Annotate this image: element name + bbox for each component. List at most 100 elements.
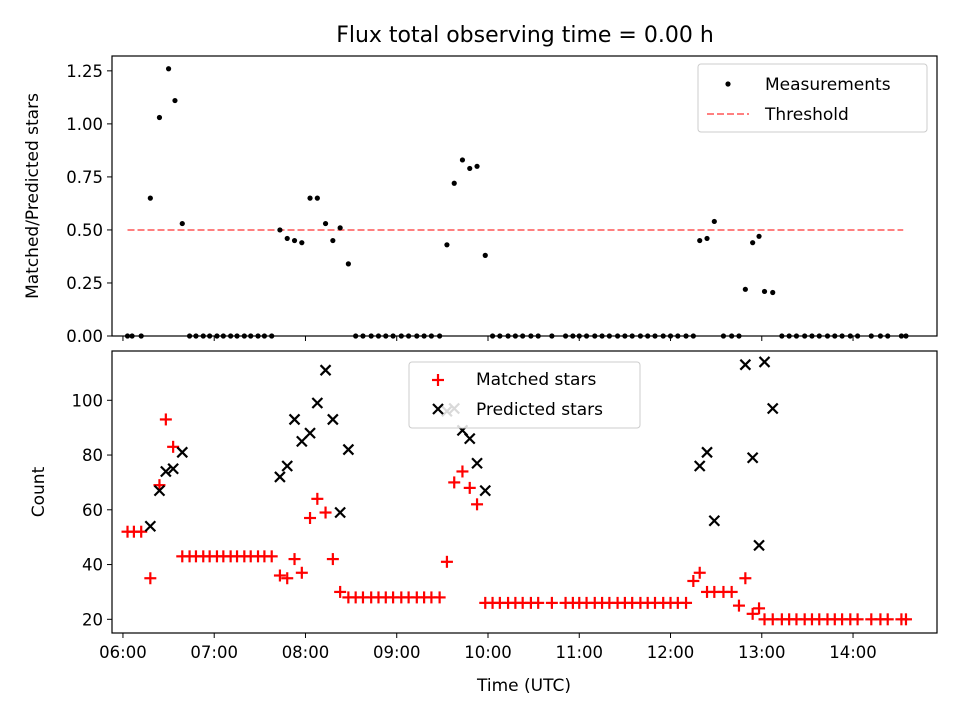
measurement-point xyxy=(284,235,290,242)
bottom-x-tick-label: 08:00 xyxy=(282,643,330,662)
matched-star-point xyxy=(295,566,308,579)
matched-star-point xyxy=(851,613,864,626)
figure-title: Flux total observing time = 0.00 h xyxy=(336,23,714,48)
measurement-point xyxy=(756,233,762,239)
top-y-tick-label: 1.00 xyxy=(66,115,103,134)
matched-star-point xyxy=(753,602,766,615)
matched-star-point xyxy=(746,607,759,620)
top-legend: Measurements Threshold xyxy=(697,63,928,133)
top-x-tick-marks xyxy=(122,336,854,341)
bottom-legend: Matched stars Predicted stars xyxy=(408,361,641,429)
measurement-point xyxy=(165,66,172,72)
predicted-star-point xyxy=(160,465,172,478)
measurement-point xyxy=(459,157,466,163)
bottom-y-axis-label: Count xyxy=(29,466,49,517)
measurement-point xyxy=(314,195,320,201)
legend-threshold-label: Threshold xyxy=(764,105,849,125)
matched-star-point xyxy=(680,596,693,609)
predicted-star-point xyxy=(144,520,157,533)
predicted-star-point xyxy=(167,462,179,475)
predicted-star-point xyxy=(334,506,346,519)
legend-matched-label: Matched stars xyxy=(476,370,596,390)
bottom-x-tick-label: 12:00 xyxy=(647,643,695,662)
matched-star-point xyxy=(273,569,286,582)
top-plot-frame xyxy=(111,55,938,337)
predicted-star-point xyxy=(753,539,765,552)
predicted-star-point xyxy=(758,356,771,368)
matched-star-point xyxy=(532,596,545,609)
measurement-point xyxy=(467,165,473,172)
top-y-tick-label: 0.25 xyxy=(66,274,103,293)
measurement-point xyxy=(330,237,336,244)
measurement-point xyxy=(291,237,298,244)
measurement-point xyxy=(322,220,329,227)
predicted-star-point xyxy=(766,402,779,415)
predicted-star-point xyxy=(176,446,189,459)
predicted-star-point xyxy=(288,413,301,426)
measurement-point xyxy=(711,218,717,225)
predicted-star-point xyxy=(746,451,759,464)
measurement-point xyxy=(307,195,313,201)
predicted-star-point xyxy=(281,460,293,472)
matched-stars-points xyxy=(121,413,912,626)
bottom-y-tick-label: 40 xyxy=(82,556,103,575)
measurement-point xyxy=(750,240,756,246)
predicted-star-point xyxy=(463,432,476,445)
matched-star-point xyxy=(265,550,278,563)
bottom-panel: 20 40 60 80 100 06:00 07:00 08:00 09:00 10:00 11:… xyxy=(29,350,938,696)
top-panel: 0.00 0.25 0.50 0.75 1.00 1.25 Matched/Predict… xyxy=(23,55,938,346)
matched-star-point xyxy=(739,572,752,585)
measurement-point xyxy=(345,261,351,267)
bottom-x-tick-label: 14:00 xyxy=(829,643,877,662)
matched-star-point xyxy=(471,498,484,511)
bottom-x-tick-label: 09:00 xyxy=(373,643,421,662)
matched-star-point xyxy=(281,572,294,585)
matched-star-point xyxy=(304,512,317,525)
legend-matched-marker xyxy=(432,374,444,386)
top-y-axis-label: Matched/Predicted stars xyxy=(23,93,43,299)
top-y-tick-label: 0.50 xyxy=(66,221,103,240)
bottom-legend-box xyxy=(408,361,641,429)
legend-measurements-label: Measurements xyxy=(765,75,891,95)
bottom-x-tick-label: 13:00 xyxy=(738,643,786,662)
measurement-point xyxy=(337,225,343,231)
predicted-star-point xyxy=(471,457,483,470)
matched-star-point xyxy=(311,492,324,505)
measurement-point xyxy=(172,97,178,104)
top-y-tick-label: 1.25 xyxy=(66,62,103,81)
bottom-y-tick-label: 20 xyxy=(82,610,103,629)
matched-star-point xyxy=(326,553,339,566)
matched-star-point xyxy=(135,525,148,538)
predicted-star-point xyxy=(708,514,721,527)
legend-measurements-marker xyxy=(725,81,731,87)
predicted-stars-points xyxy=(144,356,779,552)
matched-star-point xyxy=(433,591,446,604)
measurement-point xyxy=(482,252,488,258)
matched-star-point xyxy=(456,465,469,478)
matched-star-point xyxy=(448,476,461,489)
predicted-star-point xyxy=(153,484,166,497)
top-y-axis: 0.00 0.25 0.50 0.75 1.00 1.25 xyxy=(66,62,112,346)
bottom-y-tick-label: 100 xyxy=(72,391,104,410)
measurement-point xyxy=(277,227,283,233)
top-legend-box xyxy=(697,63,928,133)
top-y-tick-label: 0.75 xyxy=(66,168,103,187)
top-y-tick-label: 0.00 xyxy=(66,327,103,346)
bottom-y-tick-label: 60 xyxy=(82,501,103,520)
matched-star-point xyxy=(732,599,745,612)
predicted-star-point xyxy=(342,443,355,456)
bottom-x-tick-label: 10:00 xyxy=(464,643,512,662)
measurement-point xyxy=(179,220,185,227)
measurement-point xyxy=(474,163,480,169)
matched-star-point xyxy=(288,553,301,566)
measurement-point xyxy=(770,289,776,296)
matched-star-point xyxy=(440,555,453,568)
bottom-y-tick-label: 80 xyxy=(82,446,103,465)
matched-star-point xyxy=(319,506,332,519)
predicted-star-point xyxy=(739,358,752,371)
predicted-star-point xyxy=(479,484,492,497)
matched-star-point xyxy=(899,613,912,626)
matched-star-point xyxy=(159,413,172,426)
measurement-point xyxy=(704,235,710,242)
